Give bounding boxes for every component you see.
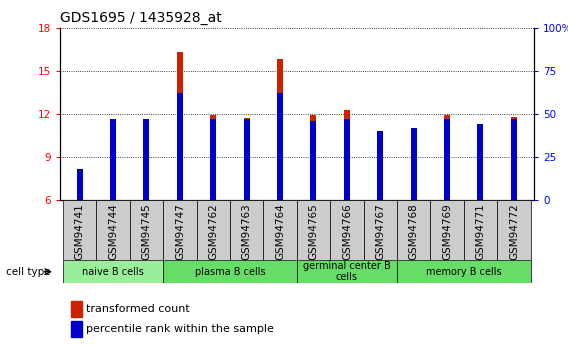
Bar [177, 93, 183, 200]
Bar [411, 128, 417, 200]
Bar [311, 121, 316, 200]
Bar [63, 200, 97, 260]
Text: transformed count: transformed count [86, 304, 190, 314]
Bar [364, 200, 397, 260]
Bar [464, 200, 497, 260]
Bar [511, 117, 517, 200]
Text: GSM94768: GSM94768 [409, 203, 419, 260]
Text: germinal center B
cells: germinal center B cells [303, 261, 391, 283]
Bar [144, 124, 149, 200]
Text: GSM94741: GSM94741 [74, 203, 85, 260]
Text: plasma B cells: plasma B cells [195, 267, 265, 277]
Bar [72, 301, 82, 317]
Bar [431, 200, 464, 260]
Text: memory B cells: memory B cells [426, 267, 502, 277]
Bar [72, 322, 82, 337]
Bar [397, 200, 431, 260]
Bar [110, 119, 116, 200]
Bar [296, 200, 330, 260]
Bar [397, 260, 531, 283]
Bar [97, 200, 130, 260]
Text: GSM94763: GSM94763 [241, 203, 252, 260]
Bar [497, 200, 531, 260]
Bar [478, 136, 483, 200]
Bar [377, 131, 383, 200]
Bar [210, 119, 216, 200]
Bar [344, 119, 350, 200]
Bar [244, 118, 250, 200]
Text: GSM94769: GSM94769 [442, 203, 452, 260]
Bar [77, 186, 83, 200]
Bar [311, 115, 316, 200]
Bar [377, 136, 383, 200]
Bar [444, 119, 450, 200]
Text: naive B cells: naive B cells [82, 267, 144, 277]
Bar [144, 119, 149, 200]
Bar [444, 115, 450, 200]
Text: GSM94764: GSM94764 [275, 203, 285, 260]
Text: GSM94765: GSM94765 [308, 203, 319, 260]
Bar [77, 169, 83, 200]
Bar [210, 115, 216, 200]
Bar [264, 200, 296, 260]
Bar [244, 119, 250, 200]
Bar [511, 119, 517, 200]
Bar [197, 200, 230, 260]
Text: cell type: cell type [6, 267, 51, 276]
Bar [296, 260, 397, 283]
Bar [230, 200, 264, 260]
Bar [163, 260, 296, 283]
Text: GSM94747: GSM94747 [175, 203, 185, 260]
Bar [277, 59, 283, 200]
Bar [277, 93, 283, 200]
Bar [478, 124, 483, 200]
Bar [163, 200, 197, 260]
Bar [344, 110, 350, 200]
Bar [130, 200, 163, 260]
Text: GSM94771: GSM94771 [475, 203, 486, 260]
Bar [411, 130, 417, 200]
Bar [110, 122, 116, 200]
Text: GDS1695 / 1435928_at: GDS1695 / 1435928_at [60, 11, 222, 25]
Text: GSM94766: GSM94766 [342, 203, 352, 260]
Text: GSM94772: GSM94772 [509, 203, 519, 260]
Bar [330, 200, 364, 260]
Text: GSM94745: GSM94745 [141, 203, 152, 260]
Bar [63, 260, 163, 283]
Bar [177, 52, 183, 200]
Text: GSM94767: GSM94767 [375, 203, 385, 260]
Text: GSM94744: GSM94744 [108, 203, 118, 260]
Text: GSM94762: GSM94762 [208, 203, 218, 260]
Text: percentile rank within the sample: percentile rank within the sample [86, 324, 274, 334]
